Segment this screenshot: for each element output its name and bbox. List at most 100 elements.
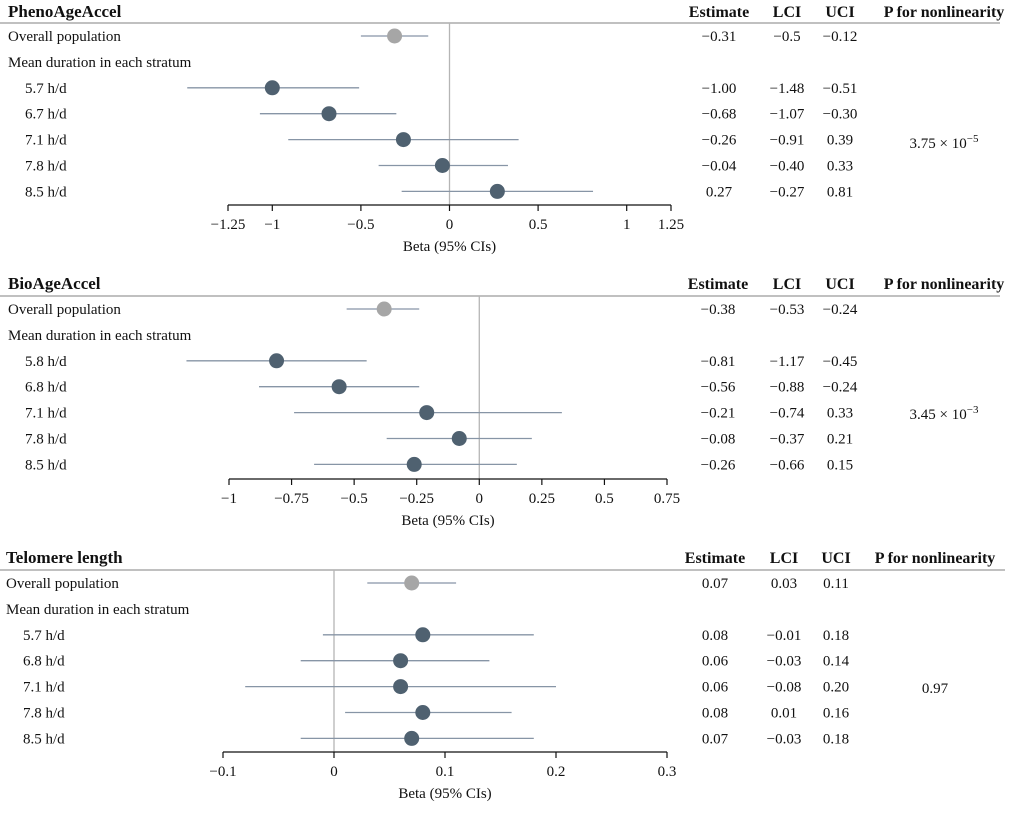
panel3-group-label: Mean duration in each stratum bbox=[6, 602, 190, 618]
panel1-group-label: Mean duration in each stratum bbox=[8, 55, 192, 71]
panel2-estimate-value-1: −0.81 bbox=[701, 354, 736, 370]
panel3-point-estimate-5 bbox=[404, 730, 420, 746]
panel2-x-tick-label-7: 0.75 bbox=[654, 491, 680, 507]
panel3-estimate-value-2: 0.06 bbox=[702, 654, 729, 670]
panel2-estimate-value-2: −0.56 bbox=[701, 380, 736, 396]
panel3-lci-value-0: 0.03 bbox=[771, 576, 797, 592]
panel3-row-label-4: 7.8 h/d bbox=[23, 706, 65, 722]
panel2-point-estimate-2 bbox=[331, 379, 347, 395]
panel3-row-label-2: 6.8 h/d bbox=[23, 654, 65, 670]
panel3-point-estimate-3 bbox=[393, 679, 409, 695]
panel2-uci-value-2: −0.24 bbox=[823, 380, 858, 396]
panel2-estimate-value-3: −0.21 bbox=[701, 406, 736, 422]
panel2-row-label-3: 7.1 h/d bbox=[25, 406, 67, 422]
panel2-row-label-1: 5.8 h/d bbox=[25, 354, 67, 370]
panel2-uci-value-1: −0.45 bbox=[823, 354, 858, 370]
panel1-row-label-1: 5.7 h/d bbox=[25, 81, 67, 97]
panel3-x-tick-label-1: 0 bbox=[330, 764, 338, 780]
panel1-estimate-value-4: −0.04 bbox=[702, 159, 737, 175]
panel3-title: Telomere length bbox=[6, 548, 123, 567]
panel3-x-tick-label-0: −0.1 bbox=[209, 764, 236, 780]
panel2-x-tick-label-1: −0.75 bbox=[274, 491, 309, 507]
panel3-x-axis-title: Beta (95% CIs) bbox=[398, 786, 491, 802]
panel2-x-tick-label-6: 0.5 bbox=[595, 491, 614, 507]
panel1-p-nonlinearity-value: 3.75 × 10−5 bbox=[910, 133, 979, 152]
panel1-uci-value-3: 0.39 bbox=[827, 133, 853, 149]
panel2-point-estimate-5 bbox=[406, 456, 422, 472]
panel1-x-tick-label-6: 1.25 bbox=[658, 217, 684, 233]
panel1-lci-header: LCI bbox=[773, 4, 801, 21]
panel2-estimate-value-5: −0.26 bbox=[701, 457, 736, 473]
panel2-estimate-header: Estimate bbox=[688, 276, 748, 293]
panel2-lci-value-3: −0.74 bbox=[770, 406, 805, 422]
panel3-x-tick-label-4: 0.3 bbox=[658, 764, 677, 780]
panel3-uci-value-1: 0.18 bbox=[823, 628, 849, 644]
panel3-estimate-value-0: 0.07 bbox=[702, 576, 729, 592]
panel1-x-tick-label-3: 0 bbox=[446, 217, 454, 233]
panel3-estimate-value-1: 0.08 bbox=[702, 628, 728, 644]
panel1-estimate-value-2: −0.68 bbox=[702, 107, 737, 123]
panel2-p-nonlinearity-header: P for nonlinearity bbox=[884, 276, 1005, 293]
panel3-lci-value-3: −0.08 bbox=[767, 680, 802, 696]
panel2-x-tick-label-3: −0.25 bbox=[399, 491, 434, 507]
panel3-estimate-value-5: 0.07 bbox=[702, 731, 729, 747]
panel3-lci-header: LCI bbox=[770, 550, 798, 567]
panel1-point-estimate-4 bbox=[434, 158, 450, 173]
panel3-uci-value-3: 0.20 bbox=[823, 680, 849, 696]
panel1-row-label-5: 8.5 h/d bbox=[25, 184, 67, 200]
panel2-x-tick-label-4: 0 bbox=[476, 491, 484, 507]
panel1-lci-value-3: −0.91 bbox=[770, 133, 805, 149]
panel1-title: PhenoAgeAccel bbox=[8, 2, 122, 21]
panel2-x-tick-label-5: 0.25 bbox=[529, 491, 555, 507]
panel1-x-tick-label-4: 0.5 bbox=[529, 217, 548, 233]
panel2-title: BioAgeAccel bbox=[8, 274, 101, 293]
panel1-estimate-header: Estimate bbox=[689, 4, 749, 21]
panel2-row-label-2: 6.8 h/d bbox=[25, 380, 67, 396]
panel3-point-estimate-1 bbox=[415, 627, 431, 643]
panel3-p-nonlinearity-header: P for nonlinearity bbox=[875, 550, 996, 567]
panel2-row-label-4: 7.8 h/d bbox=[25, 432, 67, 448]
panel1-lci-value-0: −0.5 bbox=[773, 29, 800, 45]
panel1-point-estimate-5 bbox=[489, 183, 505, 199]
panel1-p-nonlinearity-header: P for nonlinearity bbox=[884, 4, 1005, 21]
panel1-uci-value-2: −0.30 bbox=[823, 107, 858, 123]
panel2-uci-header: UCI bbox=[825, 276, 854, 293]
panel2-point-estimate-1 bbox=[269, 353, 285, 369]
panel2-x-tick-label-2: −0.5 bbox=[341, 491, 368, 507]
panel1-estimate-value-0: −0.31 bbox=[702, 29, 737, 45]
panel1-x-axis-title: Beta (95% CIs) bbox=[403, 239, 496, 255]
panel1-point-estimate-1 bbox=[264, 80, 280, 96]
panel2-x-tick-label-0: −1 bbox=[221, 491, 237, 507]
panel2-point-estimate-0 bbox=[376, 301, 392, 317]
panel1-estimate-value-5: 0.27 bbox=[706, 184, 733, 200]
panel1-x-tick-label-1: −1 bbox=[264, 217, 280, 233]
panel3-uci-value-5: 0.18 bbox=[823, 731, 849, 747]
panel1-x-tick-label-0: −1.25 bbox=[211, 217, 246, 233]
panel1-uci-header: UCI bbox=[825, 4, 854, 21]
panel2-group-label: Mean duration in each stratum bbox=[8, 328, 192, 344]
panel2-lci-value-5: −0.66 bbox=[770, 457, 805, 473]
panel3-row-label-5: 8.5 h/d bbox=[23, 731, 65, 747]
panel3-p-nonlinearity-value: 0.97 bbox=[922, 681, 949, 697]
panel2-row-label-5: 8.5 h/d bbox=[25, 457, 67, 473]
panel2-estimate-value-0: −0.38 bbox=[701, 302, 736, 318]
panel1-row-label-2: 6.7 h/d bbox=[25, 107, 67, 123]
panel1-uci-value-1: −0.51 bbox=[823, 81, 858, 97]
panel1-estimate-value-3: −0.26 bbox=[702, 133, 737, 149]
panel1-row-label-3: 7.1 h/d bbox=[25, 133, 67, 149]
panel3-estimate-header: Estimate bbox=[685, 550, 745, 567]
panel3-uci-value-0: 0.11 bbox=[823, 576, 849, 592]
panel3-point-estimate-2 bbox=[393, 653, 409, 669]
panel1-lci-value-5: −0.27 bbox=[770, 184, 805, 200]
panel3-uci-value-4: 0.16 bbox=[823, 706, 850, 722]
panel3-lci-value-2: −0.03 bbox=[767, 654, 802, 670]
panel3-row-label-0: Overall population bbox=[6, 576, 119, 592]
panel2-uci-value-4: 0.21 bbox=[827, 432, 853, 448]
panel2-lci-value-4: −0.37 bbox=[770, 432, 805, 448]
panel2-estimate-value-4: −0.08 bbox=[701, 432, 736, 448]
panel2-point-estimate-3 bbox=[419, 405, 435, 421]
panel1-uci-value-4: 0.33 bbox=[827, 159, 853, 175]
panel2-lci-header: LCI bbox=[773, 276, 801, 293]
panel1-uci-value-0: −0.12 bbox=[823, 29, 858, 45]
